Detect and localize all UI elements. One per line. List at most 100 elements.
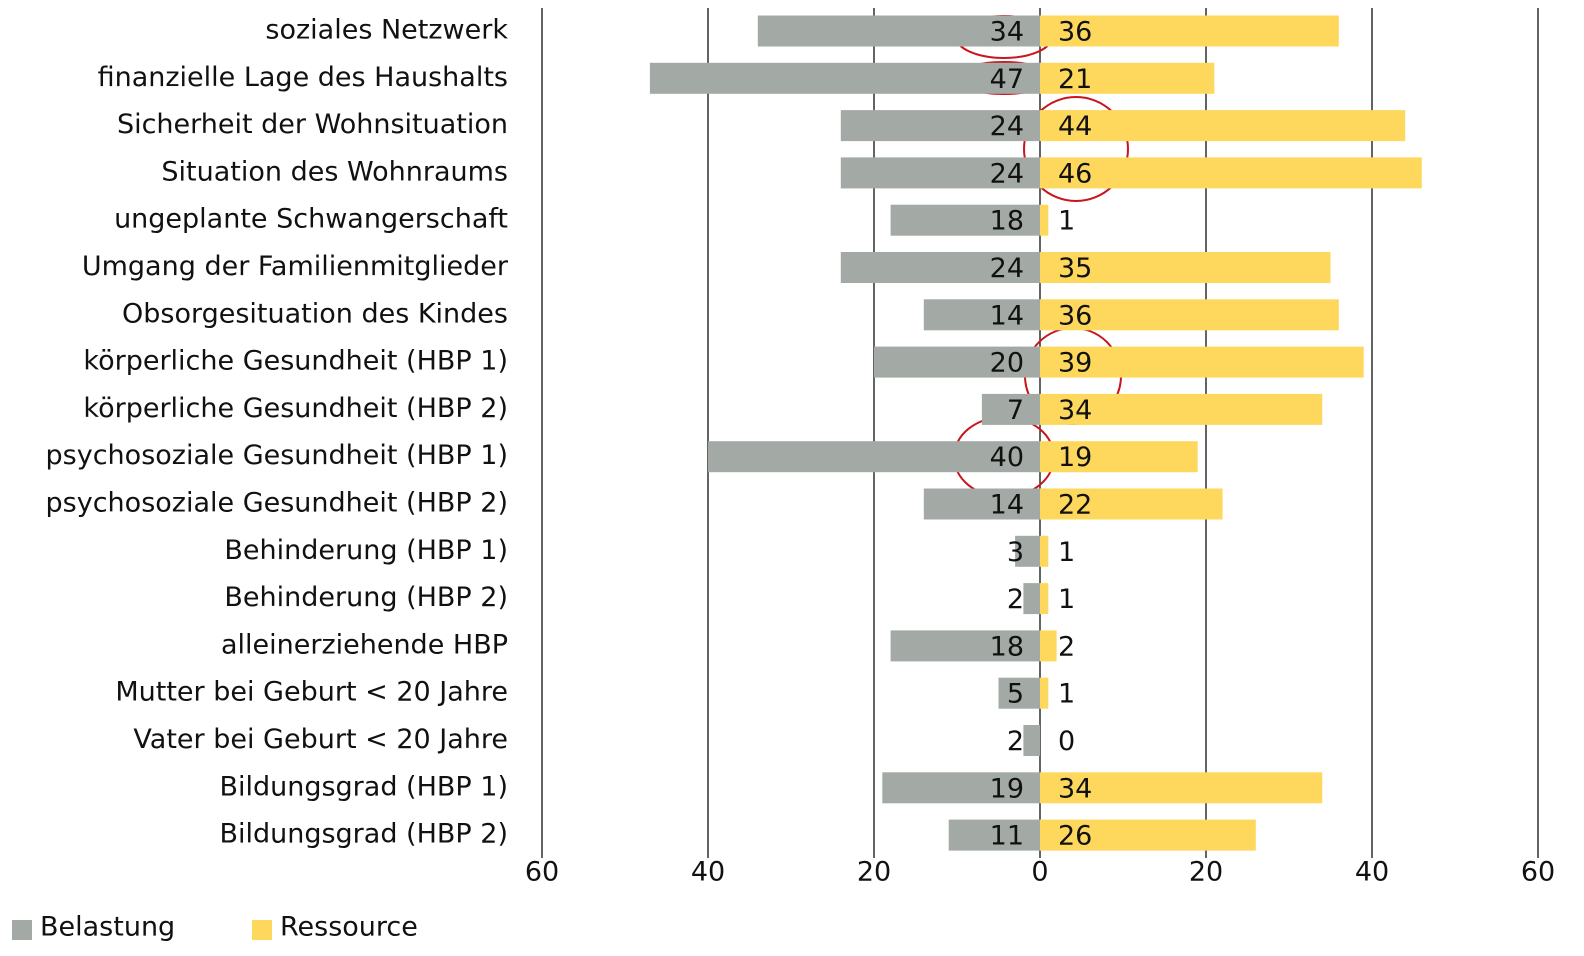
y-tick-label: Situation des Wohnraums (161, 156, 508, 187)
x-tick-label: 20 (857, 857, 891, 888)
annotation-circle (1023, 96, 1129, 202)
bar (923, 488, 1040, 520)
bar (1040, 346, 1364, 378)
bar (840, 157, 1040, 189)
value-label: 46 (1058, 158, 1092, 189)
y-tick-label: alleinerziehende HBP (221, 629, 508, 660)
bar (1040, 819, 1256, 851)
value-label: 44 (1058, 111, 1092, 142)
value-label: 14 (990, 300, 1024, 331)
y-tick-label: psychosoziale Gesundheit (HBP 2) (46, 488, 508, 519)
value-label: 26 (1058, 821, 1092, 852)
value-label: 5 (1007, 679, 1024, 710)
bar (1040, 441, 1198, 473)
x-tick-label: 40 (1355, 857, 1389, 888)
value-label: 1 (1058, 679, 1075, 710)
bar (1023, 725, 1040, 756)
y-tick-label: finanzielle Lage des Haushalts (98, 62, 508, 93)
bar (890, 204, 1040, 236)
y-tick-label: Vater bei Geburt < 20 Jahre (133, 724, 508, 755)
bar (1040, 299, 1339, 331)
value-label: 34 (990, 17, 1024, 48)
y-tick-label: Umgang der Familienmitglieder (82, 251, 509, 282)
y-tick-label: körperliche Gesundheit (HBP 2) (83, 393, 508, 424)
value-label: 24 (990, 111, 1024, 142)
x-tick-label: 40 (691, 857, 725, 888)
bar (708, 441, 1040, 473)
value-label: 7 (1007, 395, 1024, 426)
y-tick-label: Obsorgesituation des Kindes (122, 298, 508, 329)
bar (1015, 535, 1040, 567)
legend-label: Ressource (280, 912, 418, 943)
value-label: 24 (990, 253, 1024, 284)
bar (874, 346, 1040, 378)
bar (1040, 535, 1049, 567)
value-label: 11 (990, 821, 1024, 852)
value-label: 34 (1058, 395, 1092, 426)
bar (1040, 252, 1331, 283)
legend-label: Belastung (40, 912, 175, 943)
bar (649, 62, 1040, 94)
bar (998, 677, 1040, 709)
bar (1040, 772, 1323, 804)
y-tick-label: Behinderung (HBP 1) (224, 535, 508, 566)
value-label: 19 (1058, 442, 1092, 473)
value-label: 1 (1058, 206, 1075, 237)
x-tick-label: 0 (1031, 857, 1048, 888)
y-tick-label: körperliche Gesundheit (HBP 1) (83, 346, 508, 377)
bar (1040, 677, 1049, 709)
value-label: 1 (1058, 537, 1075, 568)
bar (1040, 393, 1323, 425)
value-label: 2 (1007, 584, 1024, 615)
value-label: 36 (1058, 300, 1092, 331)
bar (1040, 157, 1422, 189)
y-tick-label: Mutter bei Geburt < 20 Jahre (115, 677, 508, 708)
grid (541, 8, 1539, 858)
y-tick-label: Behinderung (HBP 2) (224, 582, 508, 613)
x-tick-label: 60 (1521, 857, 1555, 888)
bar (1040, 62, 1215, 94)
bar (840, 252, 1040, 283)
value-label: 2 (1007, 726, 1024, 757)
x-tick-label: 20 (1189, 857, 1223, 888)
value-label: 40 (990, 442, 1024, 473)
bar (890, 630, 1040, 662)
value-label: 18 (990, 206, 1024, 237)
y-tick-label: soziales Netzwerk (265, 15, 508, 46)
y-tick-label: Bildungsgrad (HBP 2) (219, 819, 508, 850)
value-label: 3 (1007, 537, 1024, 568)
bar (1040, 204, 1049, 236)
bar (1040, 110, 1406, 142)
value-label: 14 (990, 490, 1024, 521)
bar (882, 772, 1040, 804)
y-tick-label: psychosoziale Gesundheit (HBP 1) (46, 440, 508, 471)
value-label: 34 (1058, 773, 1092, 804)
value-label: 22 (1058, 490, 1092, 521)
x-tick-label: 60 (525, 857, 559, 888)
value-label: 2 (1058, 631, 1075, 662)
value-label: 39 (1058, 348, 1092, 379)
y-tick-label: ungeplante Schwangerschaft (114, 204, 508, 235)
bar (1040, 15, 1339, 47)
bar (1040, 630, 1057, 662)
value-label: 20 (990, 348, 1024, 379)
bar (1040, 583, 1049, 615)
value-label: 21 (1058, 64, 1092, 95)
y-tick-label: Bildungsgrad (HBP 1) (219, 771, 508, 802)
value-label: 24 (990, 158, 1024, 189)
y-tick-label: Sicherheit der Wohnsituation (117, 109, 508, 140)
value-label: 1 (1058, 584, 1075, 615)
bar (757, 15, 1040, 47)
bar (923, 299, 1040, 331)
value-label: 18 (990, 631, 1024, 662)
value-label: 36 (1058, 17, 1092, 48)
legend-swatch (252, 920, 272, 940)
value-label: 47 (990, 64, 1024, 95)
bar (981, 393, 1040, 425)
value-label: 0 (1058, 726, 1075, 757)
bar (1023, 583, 1040, 615)
bar (948, 819, 1040, 851)
value-label: 35 (1058, 253, 1092, 284)
